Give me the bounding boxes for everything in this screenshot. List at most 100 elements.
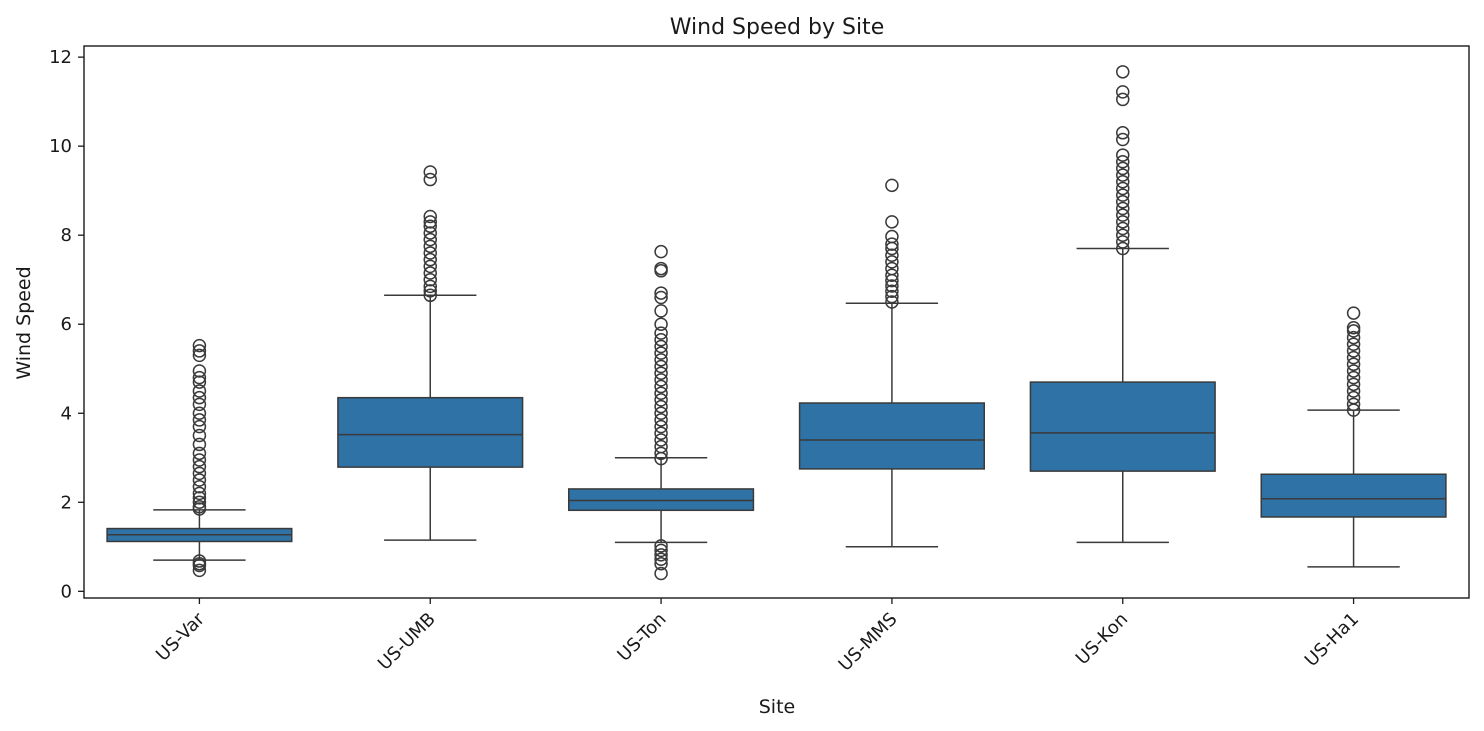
y-tick-label: 0 — [61, 581, 72, 602]
outlier-point — [192, 453, 207, 467]
outlier-point — [1116, 161, 1130, 176]
outlier-point — [885, 268, 899, 283]
outlier-point — [654, 261, 668, 276]
outlier-point — [1116, 221, 1130, 236]
outlier-point — [654, 566, 668, 581]
outlier-point — [423, 272, 437, 287]
outlier-point — [654, 406, 668, 421]
outlier-point — [654, 353, 668, 367]
outlier-point — [654, 373, 668, 387]
outlier-point — [192, 397, 207, 412]
x-tick-label: US-Ha1 — [1301, 609, 1363, 671]
outlier-point — [1116, 126, 1130, 140]
outlier-point — [423, 288, 437, 303]
outlier-point — [654, 419, 668, 434]
outlier-point — [423, 172, 437, 187]
box-group-us-var — [106, 338, 293, 578]
outlier-point — [1116, 175, 1130, 189]
outlier-point — [1346, 306, 1361, 320]
outlier-point — [423, 226, 437, 240]
outlier-point — [192, 390, 207, 405]
outlier-point — [654, 413, 668, 427]
outlier-point — [192, 384, 207, 398]
outlier-point — [1116, 181, 1130, 196]
outlier-point — [1116, 65, 1130, 79]
outlier-point — [885, 248, 899, 262]
outlier-point — [192, 437, 207, 452]
outlier-point — [1346, 370, 1361, 385]
outlier-point — [1346, 384, 1361, 398]
outlier-point — [654, 556, 668, 571]
outlier-point — [192, 446, 207, 461]
box-iqr — [1260, 473, 1447, 518]
box-group-us-mms — [798, 178, 985, 548]
outlier-point — [654, 393, 668, 407]
outlier-point — [885, 178, 899, 193]
x-tick-label: US-MMS — [835, 609, 902, 676]
outlier-point — [192, 473, 207, 487]
outlier-point — [1116, 154, 1130, 169]
outlier-point — [423, 266, 437, 280]
y-tick-label: 12 — [49, 47, 72, 68]
outlier-point — [1346, 321, 1361, 335]
outlier-point — [654, 552, 668, 567]
outlier-point — [885, 261, 899, 276]
x-tick-label: US-Ton — [613, 609, 670, 666]
outlier-point — [1116, 201, 1130, 216]
plot-area — [106, 65, 1447, 581]
outlier-point — [192, 499, 207, 514]
outlier-point — [1116, 132, 1130, 147]
y-tick-label: 4 — [61, 403, 72, 424]
outlier-point — [192, 406, 207, 421]
outlier-point — [1346, 377, 1361, 392]
outlier-point — [654, 359, 668, 374]
outlier-point — [192, 375, 207, 389]
outlier-point — [654, 326, 668, 340]
outlier-point — [423, 209, 437, 224]
outlier-point — [423, 165, 437, 179]
outlier-point — [885, 289, 899, 304]
outlier-point — [1116, 85, 1130, 99]
outlier-point — [192, 459, 207, 474]
outlier-point — [1116, 92, 1130, 107]
outlier-point — [192, 364, 207, 378]
outlier-point — [654, 286, 668, 300]
outlier-point — [1346, 330, 1361, 345]
x-axis-label: Site — [759, 696, 795, 718]
outlier-point — [1116, 188, 1130, 202]
outlier-point — [654, 244, 668, 259]
outlier-point — [654, 317, 668, 331]
outlier-point — [654, 339, 668, 354]
x-tick-label: US-Kon — [1072, 609, 1132, 669]
outlier-point — [654, 333, 668, 347]
outlier-point — [192, 491, 207, 505]
box-iqr — [568, 488, 755, 512]
outlier-point — [192, 495, 207, 510]
outlier-point — [654, 399, 668, 414]
outlier-point — [1346, 324, 1361, 338]
y-tick-label: 10 — [49, 136, 72, 157]
outlier-point — [1346, 350, 1361, 365]
outlier-point — [1346, 390, 1361, 405]
outlier-point — [1346, 397, 1361, 412]
outlier-point — [423, 246, 437, 260]
outlier-point — [192, 338, 207, 353]
outlier-point — [192, 479, 207, 494]
y-axis: 0 2 4 6 8 10 12 — [49, 47, 84, 602]
outlier-point — [1116, 215, 1130, 229]
outlier-point — [1116, 228, 1130, 242]
outlier-point — [885, 255, 899, 269]
chart-title: Wind Speed by Site — [670, 15, 884, 40]
outlier-point — [1116, 208, 1130, 222]
outlier-point — [1116, 235, 1130, 249]
outlier-point — [423, 232, 437, 247]
outlier-point — [192, 344, 207, 358]
outlier-point — [885, 295, 899, 309]
outlier-point — [1346, 337, 1361, 352]
outlier-point — [654, 439, 668, 454]
outlier-point — [654, 548, 668, 562]
outlier-point — [654, 433, 668, 447]
outlier-point — [423, 239, 437, 254]
outlier-point — [423, 219, 437, 234]
outlier-point — [1346, 364, 1361, 378]
